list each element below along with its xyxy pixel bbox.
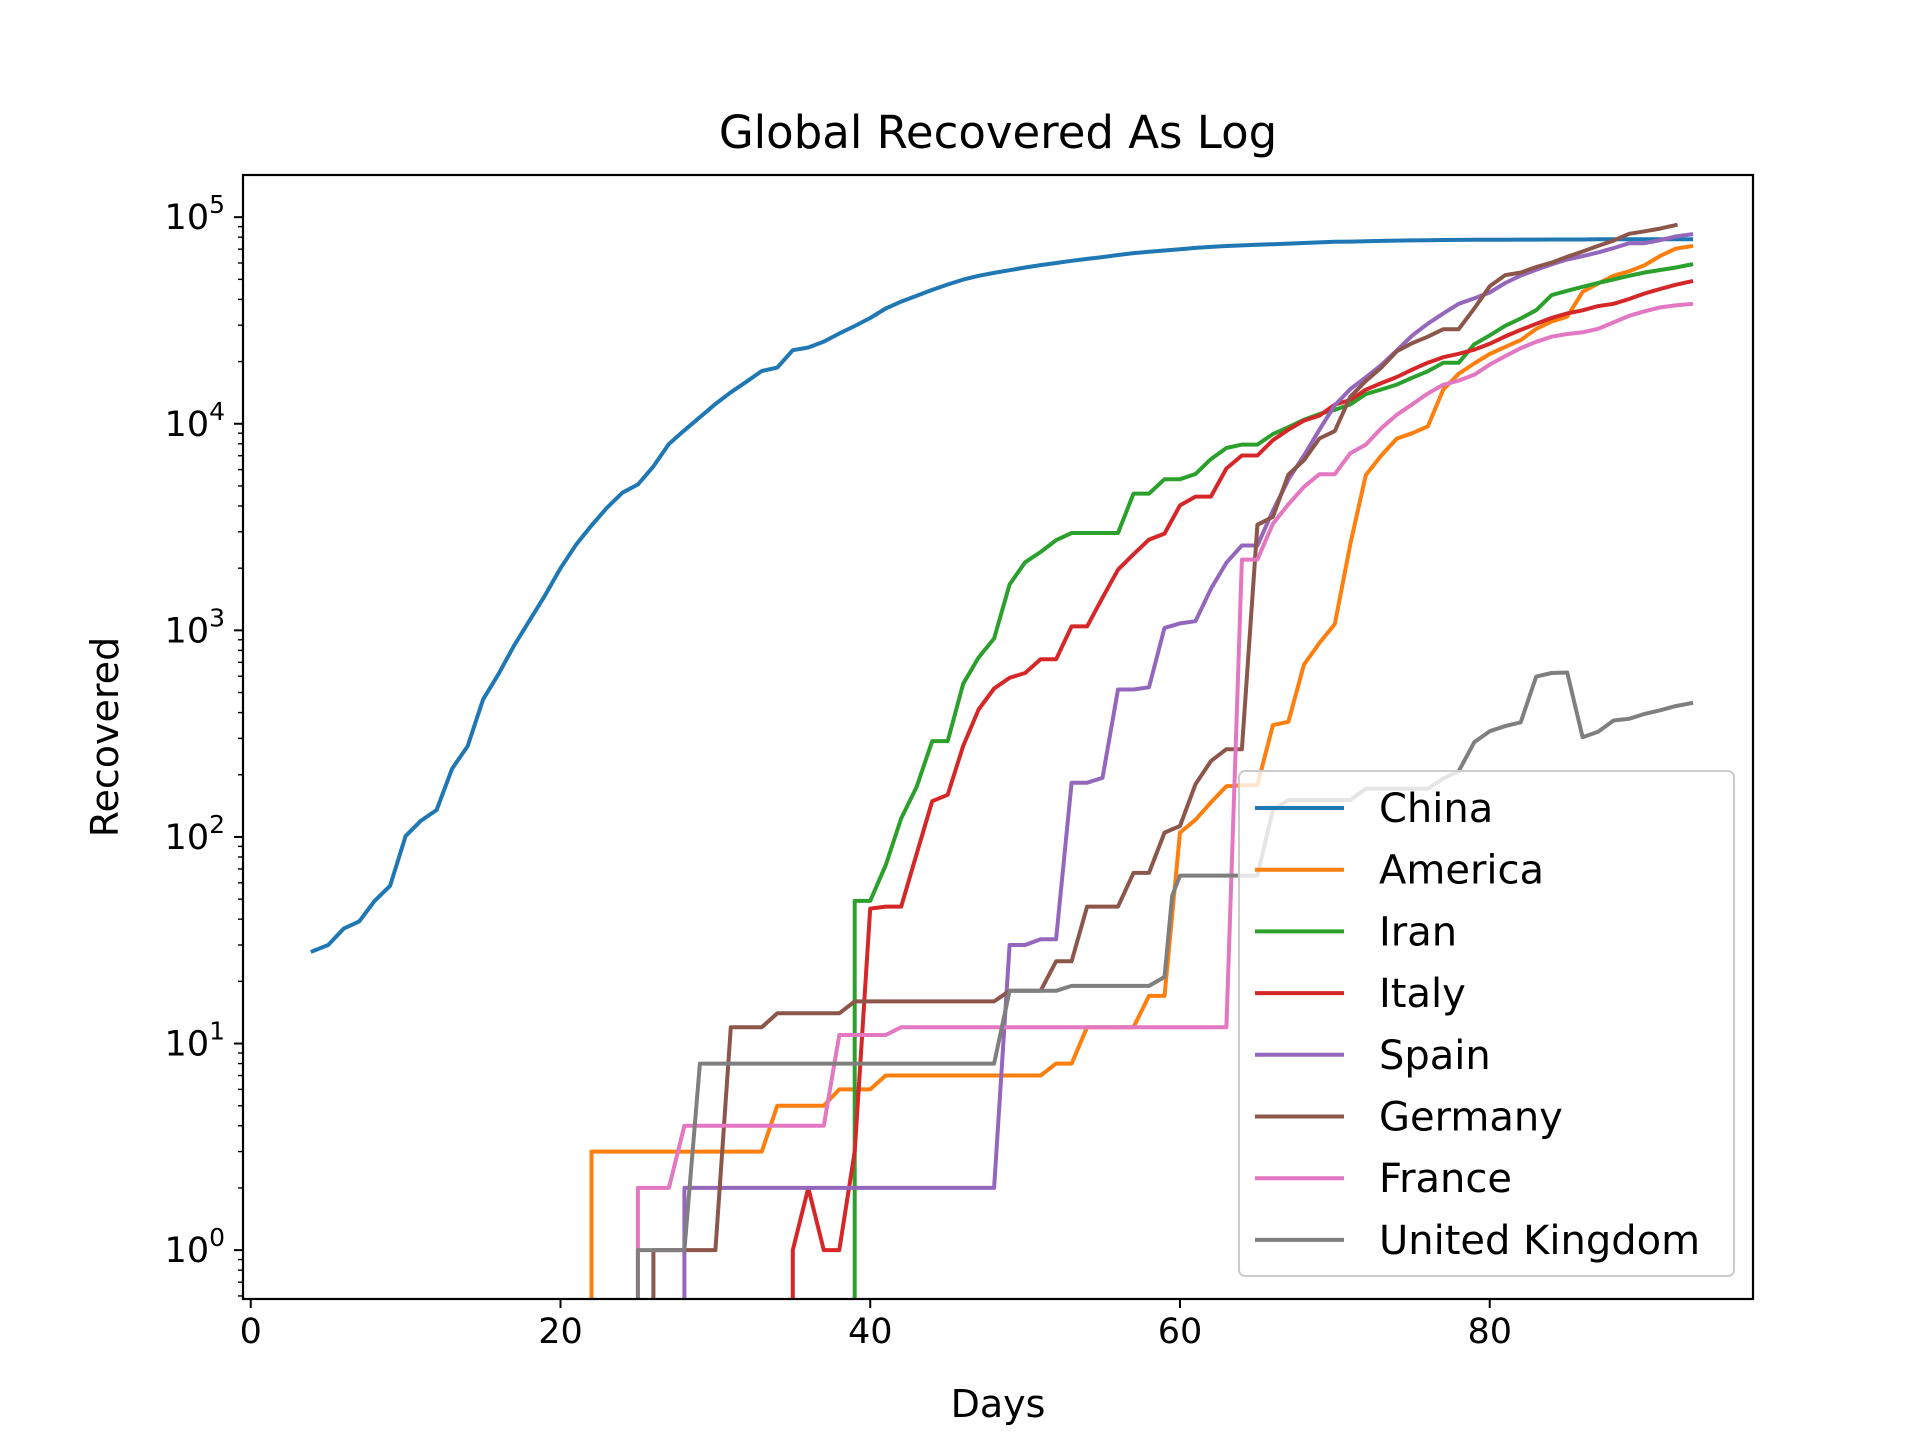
series-line-iran xyxy=(852,262,1694,1299)
chart-title: Global Recovered As Log xyxy=(719,106,1277,159)
series-line-france xyxy=(635,301,1694,1299)
series-line-america xyxy=(589,243,1694,1299)
legend-label-france: France xyxy=(1379,1156,1512,1202)
series-line-china xyxy=(310,237,1694,954)
legend-label-spain: Spain xyxy=(1379,1033,1491,1079)
legend-box xyxy=(1238,770,1735,1277)
y-tick-label: 102 xyxy=(165,810,225,858)
series-line-italy xyxy=(790,279,1694,1299)
legend-label-iran: Iran xyxy=(1379,909,1457,955)
legend-label-united-kingdom: United Kingdom xyxy=(1379,1218,1700,1264)
x-tick-label: 60 xyxy=(1158,1312,1203,1352)
x-tick-label: 80 xyxy=(1467,1312,1512,1352)
legend-label-america: America xyxy=(1379,848,1544,894)
x-tick-label: 40 xyxy=(848,1312,893,1352)
x-tick-label: 0 xyxy=(240,1312,262,1352)
x-axis-label: Days xyxy=(951,1382,1046,1426)
legend[interactable]: China America Iran Italy Spain Germany France U… xyxy=(1238,770,1735,1277)
y-axis-ticks: 100 101 102 103 104 105 xyxy=(165,190,243,1297)
y-tick-label: 100 xyxy=(165,1223,225,1271)
legend-label-germany: Germany xyxy=(1379,1095,1563,1141)
y-tick-label: 103 xyxy=(165,603,225,651)
y-axis-label: Recovered xyxy=(83,637,127,837)
series-lines xyxy=(310,222,1694,1299)
plot-frame xyxy=(241,173,1755,1301)
series-line-germany xyxy=(651,222,1678,1299)
legend-label-italy: Italy xyxy=(1379,971,1466,1017)
x-tick-label: 20 xyxy=(538,1312,583,1352)
series-line-spain xyxy=(682,232,1694,1299)
y-tick-label: 104 xyxy=(165,397,225,445)
legend-label-china: China xyxy=(1379,786,1493,832)
legend-entries: China America Iran Italy Spain Germany France U… xyxy=(1255,786,1700,1264)
y-tick-label: 101 xyxy=(165,1017,225,1065)
x-axis-ticks: 0 20 40 60 80 xyxy=(240,1299,1512,1352)
y-tick-label: 105 xyxy=(165,190,225,238)
